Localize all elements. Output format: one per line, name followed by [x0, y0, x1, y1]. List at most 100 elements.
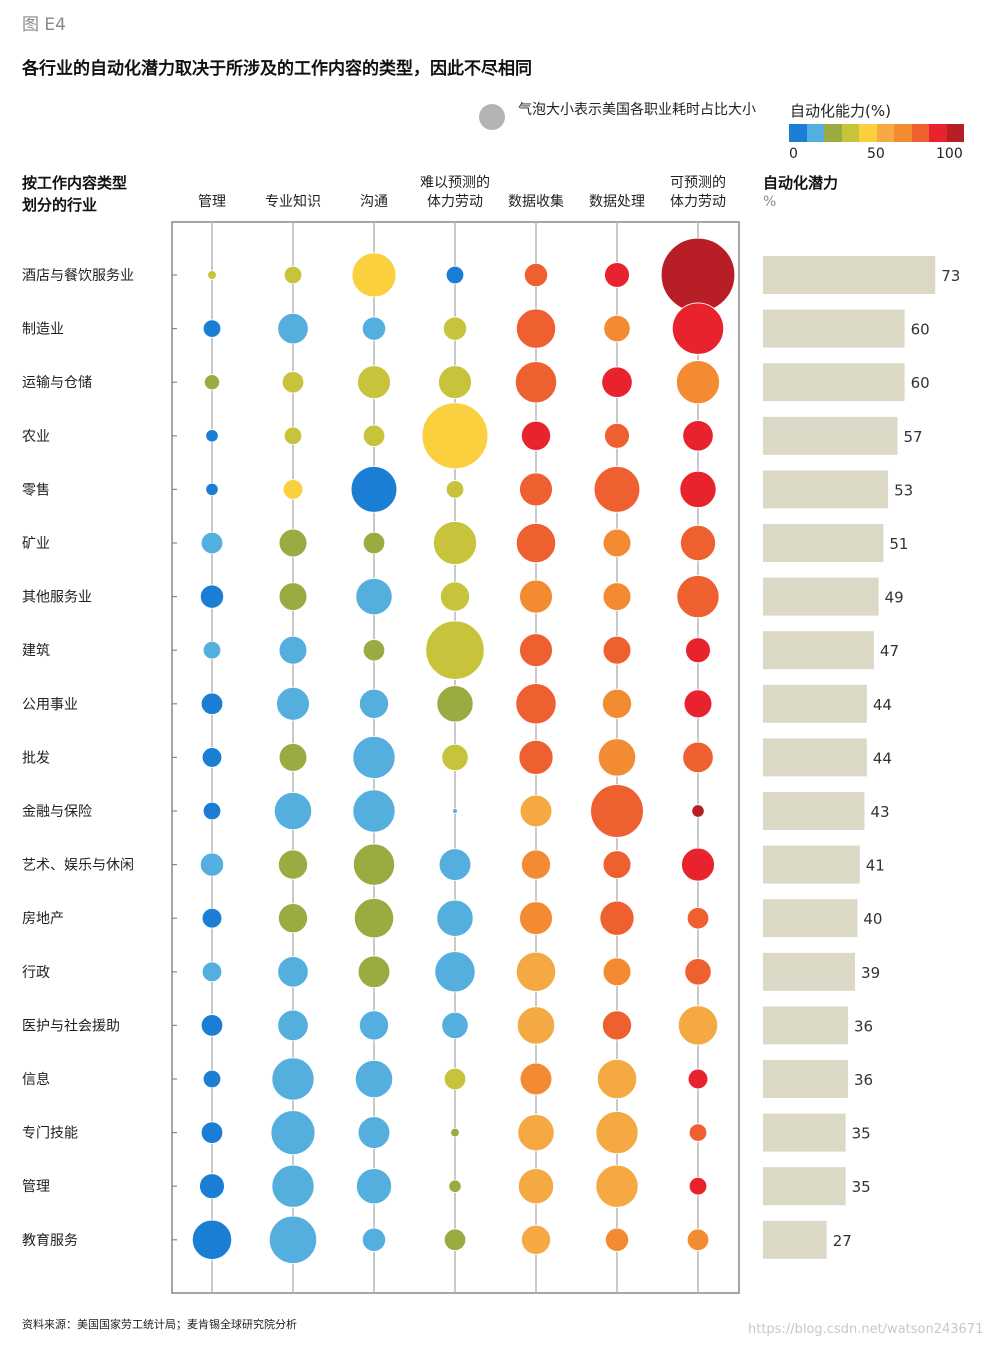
- bubble: [355, 578, 393, 616]
- bubble: [684, 958, 712, 986]
- bubble: [602, 528, 632, 558]
- bubble: [362, 531, 386, 555]
- bubble: [521, 849, 551, 880]
- bubble: [604, 422, 630, 449]
- potential-value-label: 39: [861, 964, 880, 982]
- industry-label: 其他服务业: [22, 590, 92, 606]
- potential-bar: [763, 256, 936, 294]
- bubble: [523, 262, 549, 288]
- potential-value-label: 49: [885, 589, 904, 607]
- bubble: [603, 314, 631, 343]
- bubble: [352, 843, 396, 886]
- bubble: [443, 1228, 467, 1251]
- bubble: [593, 466, 641, 513]
- bubble: [514, 361, 558, 404]
- bubble: [597, 738, 637, 777]
- bubble: [683, 689, 713, 719]
- potential-bar: [763, 1220, 827, 1259]
- potential-value-label: 44: [873, 696, 892, 714]
- bubble: [590, 784, 644, 838]
- potential-bar: [763, 631, 874, 670]
- bubble: [595, 1164, 639, 1208]
- bubble: [282, 479, 304, 500]
- industry-label: 房地产: [22, 911, 64, 927]
- bubble: [596, 1058, 638, 1100]
- potential-bar: [763, 845, 860, 884]
- bubble: [200, 1014, 224, 1037]
- bubble: [425, 620, 485, 680]
- color-scale-swatch: [806, 124, 824, 142]
- potential-value-label: 57: [904, 428, 923, 446]
- potential-value-label: 40: [863, 910, 882, 928]
- legend-bubble-size-note: 气泡大小表示美国各职业耗时占比大小: [518, 102, 756, 118]
- potential-value-label: 35: [852, 1125, 871, 1143]
- bubble: [445, 265, 465, 285]
- bubble: [604, 262, 630, 288]
- potential-bar: [763, 1060, 848, 1098]
- potential-value-label: 36: [854, 1017, 873, 1035]
- bubble: [278, 582, 308, 611]
- bubble: [357, 365, 391, 400]
- potential-bar: [763, 792, 865, 830]
- potential-bar: [763, 577, 879, 616]
- industry-label: 零售: [22, 482, 50, 498]
- color-scale-swatch: [789, 124, 807, 142]
- bubble: [207, 270, 217, 280]
- bubble: [440, 581, 470, 612]
- bubble: [517, 1114, 555, 1152]
- bubble: [352, 789, 396, 833]
- bubble: [361, 316, 387, 341]
- bubble: [202, 641, 222, 660]
- chart-title: 各行业的自动化潜力取决于所涉及的工作内容的类型，因此不尽相同: [22, 59, 532, 79]
- bubble: [281, 371, 305, 394]
- industry-label: 专门技能: [22, 1126, 78, 1142]
- bubble: [521, 420, 551, 451]
- potential-value-label: 27: [833, 1232, 852, 1250]
- bubble: [519, 901, 553, 936]
- bubble: [352, 735, 396, 779]
- industry-label: 管理: [22, 1179, 50, 1195]
- bubble: [191, 1219, 233, 1260]
- bubble: [201, 907, 223, 929]
- bubble: [688, 1123, 708, 1142]
- bubble: [595, 1111, 639, 1155]
- bubble: [278, 903, 308, 934]
- column-header: 沟通: [360, 194, 388, 210]
- bubble: [519, 579, 553, 614]
- bubble: [515, 308, 557, 349]
- bubble: [278, 849, 308, 880]
- potential-value-label: 60: [911, 321, 930, 339]
- potential-bar: [763, 1006, 848, 1045]
- bubble: [671, 302, 725, 355]
- bubble: [515, 683, 557, 725]
- bubble: [205, 429, 219, 443]
- bubble: [660, 237, 736, 313]
- bubble: [200, 1121, 224, 1144]
- bubble: [433, 521, 477, 565]
- bubble: [270, 1110, 316, 1155]
- bubble: [200, 531, 224, 555]
- industry-label: 艺术、娱乐与休闲: [22, 858, 134, 874]
- bubble: [682, 741, 714, 774]
- row-axis-header: 按工作内容类型 划分的行业: [22, 174, 128, 214]
- industry-label: 金融与保险: [22, 804, 92, 820]
- bubble: [436, 899, 474, 937]
- color-scale-tick-mid: 50: [867, 146, 885, 162]
- figure-label: 图 E4: [22, 15, 66, 35]
- potential-value-label: 73: [941, 267, 960, 285]
- bubble: [438, 365, 472, 400]
- bubble: [691, 804, 705, 818]
- bubble: [602, 957, 632, 987]
- bubble: [421, 402, 489, 470]
- bubble: [448, 1179, 462, 1193]
- bubble: [681, 847, 715, 882]
- color-scale-swatch: [946, 124, 964, 142]
- bubble: [359, 1010, 389, 1041]
- bubble: [201, 961, 223, 983]
- column-header: 专业知识: [265, 194, 321, 210]
- potential-bar: [763, 738, 867, 777]
- color-scale-tick-min: 0: [789, 146, 798, 162]
- bubble: [362, 639, 386, 662]
- color-scale-swatch: [841, 124, 859, 142]
